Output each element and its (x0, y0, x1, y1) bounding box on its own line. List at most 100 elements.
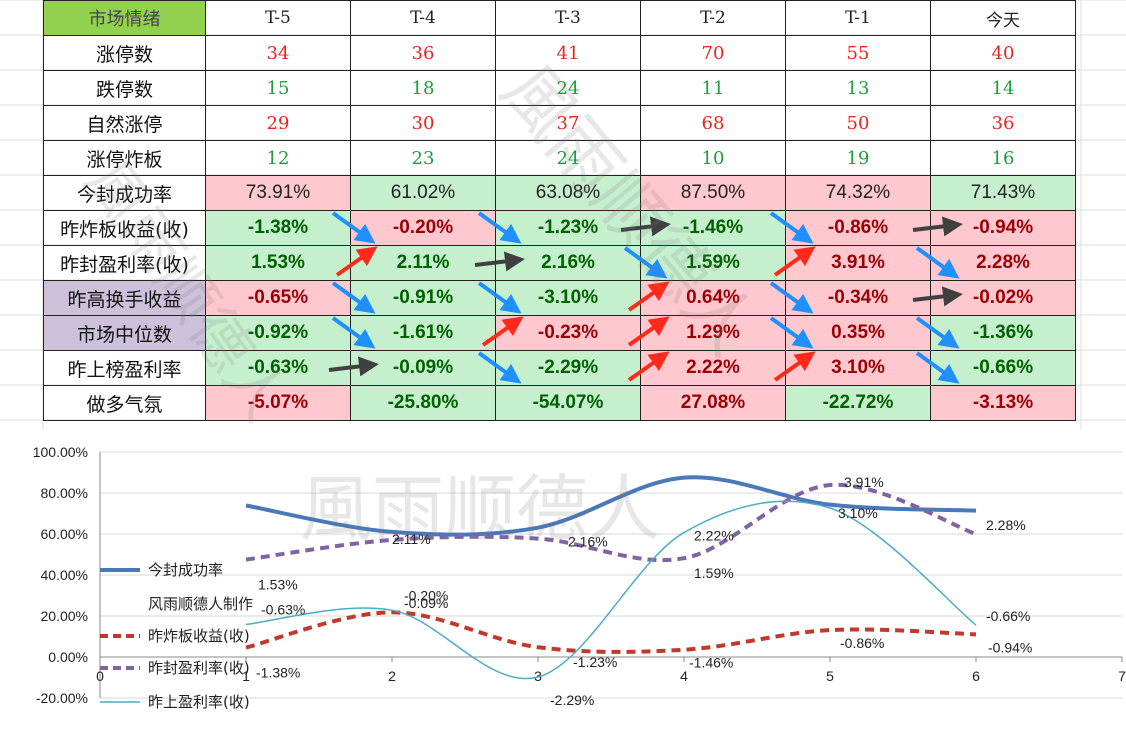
table-cell: -1.38% (205, 210, 351, 246)
sentiment-line-chart: 100.00% 80.00% 60.00% 40.00% 20.00% 0.00% -20.… (33, 444, 1126, 711)
series-line (245, 475, 977, 537)
x-tick-label: 6 (972, 668, 980, 684)
legend-label: 昨上盈利率(收) (148, 693, 250, 711)
legend-label: 昨封盈利率(收) (148, 659, 250, 677)
row-label: 涨停炸板 (43, 140, 206, 176)
table-cell: -0.86% (785, 210, 931, 246)
x-tick-label: 0 (96, 668, 104, 684)
data-label: -0.63% (261, 601, 305, 617)
table-cell: -0.23% (495, 315, 641, 351)
table-cell: 1.53% (205, 245, 351, 281)
column-header: T-1 (785, 0, 931, 36)
data-label: -0.94% (988, 639, 1032, 655)
table-cell: 74.32% (785, 175, 931, 211)
data-label: -1.38% (256, 665, 300, 681)
table-cell: 11 (640, 70, 786, 106)
table-row: 市场中位数 -0.92% -1.61% -0.23% 1.29% 0.35% -1.36% (43, 315, 1076, 351)
data-label: 2.28% (986, 517, 1026, 533)
table-cell: 16 (930, 140, 1076, 176)
table-cell: 55 (785, 35, 931, 71)
x-tick-label: 3 (534, 668, 542, 684)
table-cell: -1.36% (930, 315, 1076, 351)
row-label: 今封成功率 (43, 175, 206, 211)
table-cell: 63.08% (495, 175, 641, 211)
sentiment-table: 市场情绪 T-5 T-4 T-3 T-2 T-1 今天 涨停数 34 36 41 70 55 40 跌停数 1… (43, 0, 1076, 421)
table-cell: 41 (495, 35, 641, 71)
column-header: T-5 (205, 0, 351, 36)
table-cell: 2.28% (930, 245, 1076, 281)
column-header: T-4 (350, 0, 496, 36)
x-tick-label: 7 (1118, 668, 1126, 684)
table-cell: -1.46% (640, 210, 786, 246)
row-label: 昨炸板收益(收) (43, 210, 206, 246)
table-cell: -0.92% (205, 315, 351, 351)
data-label: 3.10% (838, 505, 878, 521)
corner-cell: 市场情绪 (43, 0, 206, 36)
data-label: -1.23% (573, 654, 617, 670)
table-cell: 12 (205, 140, 351, 176)
table-row: 涨停炸板 12 23 24 10 19 16 (43, 140, 1076, 176)
table-cell: 18 (350, 70, 496, 106)
y-tick-label: -20.00% (36, 690, 88, 706)
table-row: 自然涨停 29 30 37 68 50 36 (43, 105, 1076, 141)
table-cell: 24 (495, 70, 641, 106)
table-cell: 2.22% (640, 350, 786, 386)
table-cell: 50 (785, 105, 931, 141)
table-cell: 70 (640, 35, 786, 71)
column-header: 今天 (930, 0, 1076, 36)
table-cell: 27.08% (640, 385, 786, 421)
table-cell: 34 (205, 35, 351, 71)
table-cell: 73.91% (205, 175, 351, 211)
table-cell: 87.50% (640, 175, 786, 211)
table-cell: -3.13% (930, 385, 1076, 421)
table-cell: 14 (930, 70, 1076, 106)
row-label: 昨封盈利率(收) (43, 245, 206, 281)
table-cell: 2.11% (350, 245, 496, 281)
data-label: -0.86% (840, 635, 884, 651)
row-label: 做多气氛 (43, 385, 206, 421)
data-label: -0.66% (986, 608, 1030, 624)
y-tick-label: 40.00% (41, 567, 88, 583)
table-cell: 13 (785, 70, 931, 106)
table-cell: -0.09% (350, 350, 496, 386)
row-label: 市场中位数 (43, 315, 206, 351)
table-cell: -2.29% (495, 350, 641, 386)
table-cell: -1.23% (495, 210, 641, 246)
table-row: 做多气氛 -5.07% -25.80% -54.07% 27.08% -22.72% -3.… (43, 385, 1076, 421)
x-tick-label: 4 (680, 668, 688, 684)
table-cell: -0.94% (930, 210, 1076, 246)
series-line (245, 500, 977, 680)
y-tick-label: 80.00% (41, 485, 88, 501)
row-label: 昨高换手收益 (43, 280, 206, 316)
table-cell: -0.65% (205, 280, 351, 316)
data-label: 2.16% (568, 534, 608, 550)
table-cell: 37 (495, 105, 641, 141)
row-label: 昨上榜盈利率 (43, 350, 206, 386)
data-label: 1.53% (258, 577, 298, 593)
table-cell: -3.10% (495, 280, 641, 316)
row-label: 自然涨停 (43, 105, 206, 141)
data-label: -2.29% (550, 692, 594, 708)
table-cell: 29 (205, 105, 351, 141)
table-cell: 1.29% (640, 315, 786, 351)
data-label: 2.22% (694, 528, 734, 544)
table-cell: -0.02% (930, 280, 1076, 316)
data-label: -0.20% (404, 587, 448, 603)
table-cell: 23 (350, 140, 496, 176)
legend-note: 风雨顺德人制作 (148, 595, 253, 613)
table-cell: 2.16% (495, 245, 641, 281)
row-label: 涨停数 (43, 35, 206, 71)
table-cell: 0.35% (785, 315, 931, 351)
table-cell: -22.72% (785, 385, 931, 421)
table-cell: 1.59% (640, 245, 786, 281)
column-header: T-2 (640, 0, 786, 36)
table-cell: -0.91% (350, 280, 496, 316)
y-tick-label: 100.00% (33, 444, 88, 460)
x-tick-label: 2 (388, 668, 396, 684)
legend-label: 昨炸板收益(收) (148, 627, 250, 645)
table-row: 昨炸板收益(收) -1.38% -0.20% -1.23% -1.46% -0.86% -0… (43, 210, 1076, 246)
table-cell: 68 (640, 105, 786, 141)
table-cell: -0.34% (785, 280, 931, 316)
data-label: 3.91% (844, 474, 884, 490)
